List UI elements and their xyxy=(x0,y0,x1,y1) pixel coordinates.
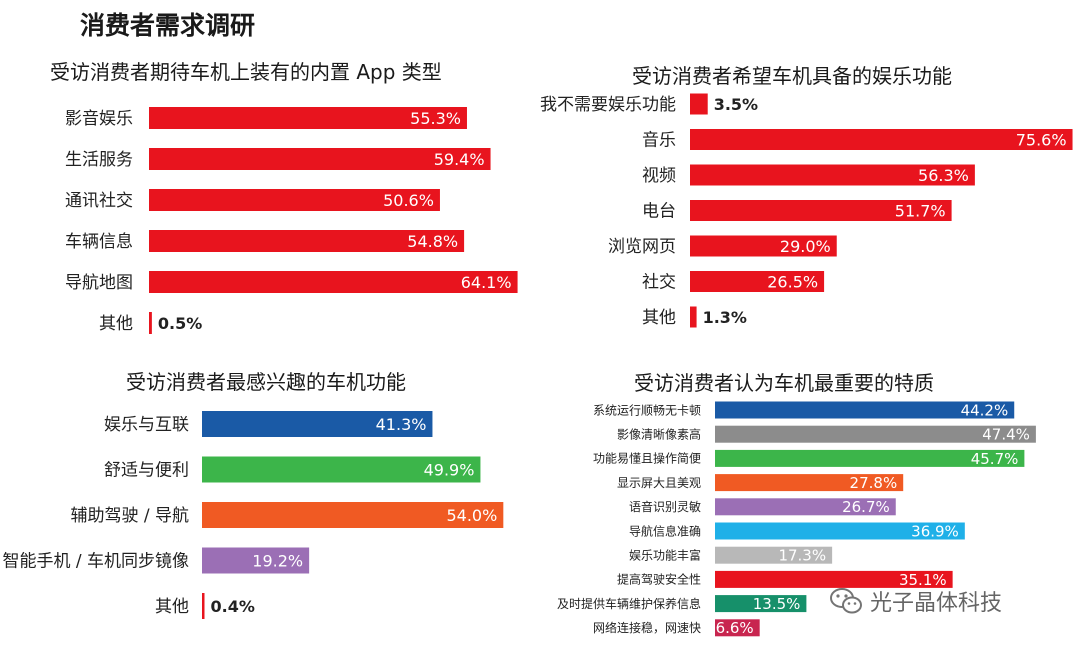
category-label: 功能易懂且操作简便 xyxy=(593,451,701,466)
category-label: 视频 xyxy=(642,166,676,186)
chart-entertainment: 我不需要娱乐功能 3.5% 音乐 75.6% 视频 56.3% 电台 51.7% 浏览网页 29.… xyxy=(540,93,1073,328)
bar xyxy=(202,502,504,528)
category-label: 语音识别灵敏 xyxy=(629,499,701,514)
chart-interest: 娱乐与互联 41.3% 舒适与便利 49.9% 辅助驾驶 / 导航 54.0% 智能手机 /… xyxy=(2,411,504,619)
value-label: 13.5% xyxy=(753,595,801,613)
watermark: 光子晶体科技 xyxy=(830,585,1002,617)
chart-title-interest: 受访消费者最感兴趣的车机功能 xyxy=(126,370,406,394)
value-label: 19.2% xyxy=(252,551,303,570)
category-label: 辅助驾驶 / 导航 xyxy=(70,506,189,526)
category-label: 电台 xyxy=(642,202,676,222)
bar xyxy=(149,189,440,211)
category-label: 导航地图 xyxy=(65,273,133,293)
bar xyxy=(715,401,1015,419)
chart-title-app-types: 受访消费者期待车机上装有的内置 App 类型 xyxy=(50,60,442,84)
category-label: 系统运行顺畅无卡顿 xyxy=(593,403,701,417)
bar xyxy=(715,619,760,637)
bar xyxy=(149,271,518,293)
category-label: 通讯社交 xyxy=(65,191,133,211)
bar xyxy=(715,425,1036,443)
category-label: 导航信息准确 xyxy=(629,523,701,538)
category-label: 网络连接稳，网速快 xyxy=(593,620,701,635)
value-label: 75.6% xyxy=(1016,130,1067,149)
bar xyxy=(690,93,708,115)
value-label: 1.3% xyxy=(703,308,747,327)
value-label: 56.3% xyxy=(918,166,969,185)
bar xyxy=(715,498,896,516)
bar xyxy=(715,449,1025,467)
bar xyxy=(149,107,467,129)
value-label: 54.8% xyxy=(407,232,458,251)
value-label: 47.4% xyxy=(982,426,1030,444)
value-label: 29.0% xyxy=(780,237,831,256)
category-label: 娱乐与互联 xyxy=(104,415,189,435)
category-label: 我不需要娱乐功能 xyxy=(540,95,676,115)
chart-qualities: 系统运行顺畅无卡顿 44.2% 影像清晰像素高 47.4% 功能易懂且操作简便 45.7%… xyxy=(557,401,1036,637)
bar xyxy=(690,306,697,328)
chart-title-entertainment: 受访消费者希望车机具备的娱乐功能 xyxy=(632,64,952,88)
value-label: 45.7% xyxy=(971,450,1019,468)
bar xyxy=(715,474,904,492)
bar xyxy=(715,595,807,613)
category-label: 其他 xyxy=(99,314,133,334)
value-label: 26.5% xyxy=(767,272,818,291)
value-label: 41.3% xyxy=(376,415,427,434)
value-label: 36.9% xyxy=(911,522,959,540)
value-label: 44.2% xyxy=(961,401,1009,419)
bar xyxy=(202,547,310,574)
category-label: 浏览网页 xyxy=(608,237,676,257)
category-label: 智能手机 / 车机同步镜像 xyxy=(2,552,189,572)
chart-app_types: 影音娱乐 55.3% 生活服务 59.4% 通讯社交 50.6% 车辆信息 54.8% 导航地图… xyxy=(65,107,518,334)
bar xyxy=(690,235,837,257)
value-label: 59.4% xyxy=(434,150,485,169)
bar xyxy=(202,593,205,619)
bar xyxy=(690,129,1073,150)
chart-title-qualities: 受访消费者认为车机最重要的特质 xyxy=(634,371,934,395)
category-label: 其他 xyxy=(155,597,189,617)
value-label: 50.6% xyxy=(383,191,434,210)
category-label: 社交 xyxy=(642,273,676,293)
value-label: 49.9% xyxy=(424,460,475,479)
value-label: 0.5% xyxy=(158,314,202,333)
value-label: 17.3% xyxy=(778,547,826,565)
bar xyxy=(149,312,152,334)
bar xyxy=(715,546,833,564)
category-label: 影像清晰像素高 xyxy=(617,427,701,442)
bar xyxy=(715,570,953,588)
value-label: 51.7% xyxy=(895,201,946,220)
value-label: 26.7% xyxy=(842,498,890,516)
category-label: 提高驾驶安全性 xyxy=(617,572,701,587)
category-label: 生活服务 xyxy=(65,150,133,170)
value-label: 27.8% xyxy=(850,474,898,492)
watermark-text: 光子晶体科技 xyxy=(870,591,1003,616)
bar xyxy=(202,456,481,483)
category-label: 舒适与便利 xyxy=(104,461,189,481)
value-label: 55.3% xyxy=(410,109,461,128)
category-label: 音乐 xyxy=(642,131,676,151)
value-label: 3.5% xyxy=(714,95,758,114)
category-label: 车辆信息 xyxy=(65,232,133,252)
bar xyxy=(202,411,433,437)
bar xyxy=(149,230,465,252)
bar xyxy=(690,271,825,292)
category-label: 其他 xyxy=(642,308,676,328)
value-label: 0.4% xyxy=(211,597,255,616)
value-label: 54.0% xyxy=(446,506,497,525)
category-label: 影音娱乐 xyxy=(65,109,133,129)
bar xyxy=(149,148,491,170)
category-label: 娱乐功能丰富 xyxy=(629,548,701,563)
category-label: 及时提供车辆维护保养信息 xyxy=(557,596,701,611)
bar xyxy=(690,200,952,221)
value-label: 64.1% xyxy=(461,273,512,292)
page-title: 消费者需求调研 xyxy=(80,11,256,40)
bar xyxy=(690,164,975,186)
value-label: 35.1% xyxy=(899,571,947,589)
bar xyxy=(715,522,965,540)
wechat-icon xyxy=(830,588,862,614)
category-label: 显示屏大且美观 xyxy=(617,476,701,490)
value-label: 6.6% xyxy=(716,619,754,637)
